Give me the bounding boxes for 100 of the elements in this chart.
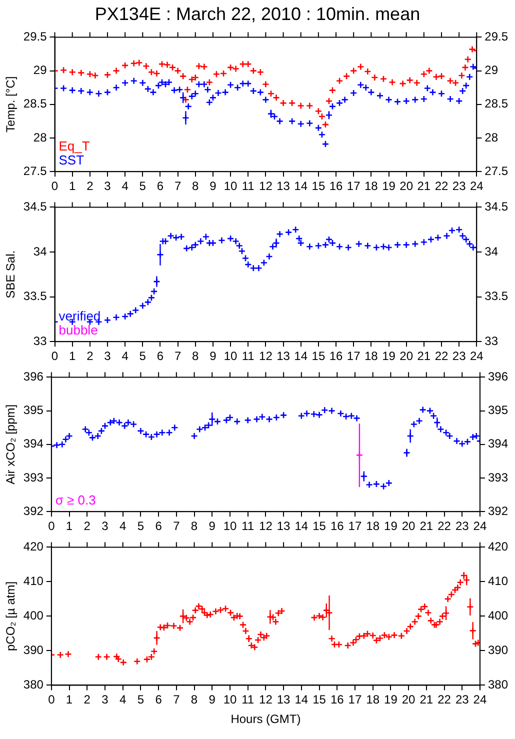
x-tick-label: 4 bbox=[122, 179, 129, 194]
x-tick-label: 0 bbox=[51, 179, 58, 194]
x-tick-label: 7 bbox=[174, 179, 182, 194]
y2-tick-label: 28.5 bbox=[484, 96, 508, 111]
x-tick-label: 6 bbox=[156, 179, 164, 194]
x-tick-label: 15 bbox=[312, 519, 326, 534]
x-tick-label: 0 bbox=[51, 349, 58, 364]
y-tick-label: 396 bbox=[23, 370, 44, 384]
y-tick-label: 394 bbox=[23, 436, 44, 451]
x-tick-label: 0 bbox=[48, 519, 56, 534]
x-tick-label: 17 bbox=[346, 179, 361, 194]
x-tick-label: 21 bbox=[417, 349, 431, 364]
x-tick-label: 15 bbox=[312, 692, 326, 707]
x-tick-label: 4 bbox=[120, 519, 127, 534]
x-tick-label: 5 bbox=[137, 519, 144, 534]
x-tick-label: 9 bbox=[208, 692, 216, 707]
x-tick-label: 23 bbox=[452, 179, 466, 194]
series-label: verified bbox=[58, 308, 101, 324]
y2-tick-label: 29 bbox=[484, 63, 498, 78]
x-tick-label: 10 bbox=[224, 179, 238, 194]
x-tick-label: 24 bbox=[470, 179, 484, 194]
x-tick-label: 24 bbox=[473, 519, 487, 534]
x-tick-label: 2 bbox=[84, 692, 91, 707]
x-tick-label: 9 bbox=[210, 179, 217, 194]
y2-tick-label: 394 bbox=[488, 436, 508, 451]
x-tick-label: 12 bbox=[259, 519, 273, 534]
x-tick-label: 12 bbox=[259, 692, 273, 707]
x-axis-title: Hours (GMT) bbox=[230, 712, 301, 726]
x-tick-label: 3 bbox=[104, 349, 112, 364]
y2-tick-label: 395 bbox=[488, 403, 508, 418]
x-tick-label: 3 bbox=[102, 692, 109, 707]
y2-tick-label: 390 bbox=[488, 643, 508, 658]
x-tick-label: 12 bbox=[259, 349, 273, 364]
y-tick-label: 34 bbox=[33, 244, 48, 258]
x-tick-label: 21 bbox=[420, 519, 434, 534]
x-tick-label: 1 bbox=[66, 519, 73, 534]
chart-title: PX134E : March 22, 2010 : 10min. mean bbox=[94, 3, 422, 26]
x-tick-label: 6 bbox=[155, 519, 162, 534]
x-tick-label: 21 bbox=[420, 692, 434, 707]
x-tick-label: 3 bbox=[102, 519, 109, 534]
y2-tick-label: 34 bbox=[484, 244, 498, 258]
y-tick-label: 410 bbox=[23, 574, 44, 588]
text: SST bbox=[58, 152, 84, 168]
x-tick-label: 20 bbox=[400, 349, 414, 364]
x-tick-label: 9 bbox=[208, 519, 216, 534]
y-tick-label: 390 bbox=[23, 643, 44, 658]
x-tick-label: 11 bbox=[242, 692, 254, 707]
x-tick-label: 20 bbox=[402, 692, 416, 707]
x-tick-label: 2 bbox=[86, 349, 94, 364]
y-tick-label: 28 bbox=[33, 130, 48, 144]
x-tick-label: 6 bbox=[156, 349, 164, 364]
x-tick-label: 1 bbox=[66, 692, 73, 707]
y-tick-label: 380 bbox=[23, 678, 44, 692]
x-tick-label: 8 bbox=[190, 692, 198, 707]
y-tick-label: 33.5 bbox=[23, 289, 48, 304]
y2-tick-label: 396 bbox=[488, 370, 508, 384]
y2-tick-label: 410 bbox=[488, 574, 508, 588]
x-tick-label: 4 bbox=[122, 349, 129, 364]
y-axis-title: Air xCO₂ [ppm] bbox=[4, 404, 18, 484]
x-tick-label: 0 bbox=[48, 692, 56, 707]
x-tick-label: 24 bbox=[473, 692, 487, 707]
x-tick-label: 8 bbox=[190, 519, 198, 534]
x-tick-label: 11 bbox=[242, 349, 255, 364]
x-tick-label: 4 bbox=[120, 692, 127, 707]
x-tick-label: 2 bbox=[86, 179, 94, 194]
x-tick-label: 19 bbox=[382, 179, 396, 194]
x-tick-label: 8 bbox=[192, 349, 200, 364]
x-tick-label: 2 bbox=[84, 519, 91, 534]
x-tick-label: 14 bbox=[294, 692, 308, 707]
x-tick-label: 15 bbox=[312, 179, 326, 194]
x-tick-label: 18 bbox=[364, 179, 378, 194]
x-tick-label: 14 bbox=[294, 179, 308, 194]
x-tick-label: 7 bbox=[173, 519, 180, 534]
y2-tick-label: 33.5 bbox=[484, 289, 508, 304]
y2-tick-label: 29.5 bbox=[484, 30, 508, 44]
y2-tick-label: 33 bbox=[484, 334, 498, 348]
x-tick-label: 19 bbox=[384, 692, 398, 707]
x-tick-label: 18 bbox=[366, 692, 380, 707]
y2-tick-label: 28 bbox=[484, 130, 498, 144]
y-tick-label: 29.5 bbox=[23, 30, 48, 44]
x-tick-label: 11 bbox=[242, 179, 255, 194]
x-tick-label: 5 bbox=[139, 349, 146, 364]
x-tick-label: 6 bbox=[155, 692, 162, 707]
x-tick-label: 17 bbox=[348, 692, 362, 707]
y-tick-label: 34.5 bbox=[23, 200, 48, 214]
x-tick-label: 17 bbox=[346, 349, 361, 364]
x-tick-label: 11 bbox=[242, 519, 254, 534]
x-tick-label: 13 bbox=[276, 349, 290, 364]
x-tick-label: 14 bbox=[294, 349, 308, 364]
y2-tick-label: 392 bbox=[488, 504, 508, 518]
y-tick-label: 420 bbox=[23, 540, 44, 554]
x-tick-label: 23 bbox=[455, 519, 470, 534]
y-tick-label: 27.5 bbox=[23, 164, 48, 178]
x-tick-label: 1 bbox=[68, 179, 76, 194]
y2-tick-label: 400 bbox=[488, 608, 508, 623]
y-axis-title: SBE Sal. bbox=[4, 250, 18, 298]
x-tick-label: 13 bbox=[276, 519, 291, 534]
x-tick-label: 5 bbox=[137, 692, 144, 707]
y2-tick-label: 393 bbox=[488, 470, 508, 484]
x-tick-label: 15 bbox=[312, 349, 326, 364]
